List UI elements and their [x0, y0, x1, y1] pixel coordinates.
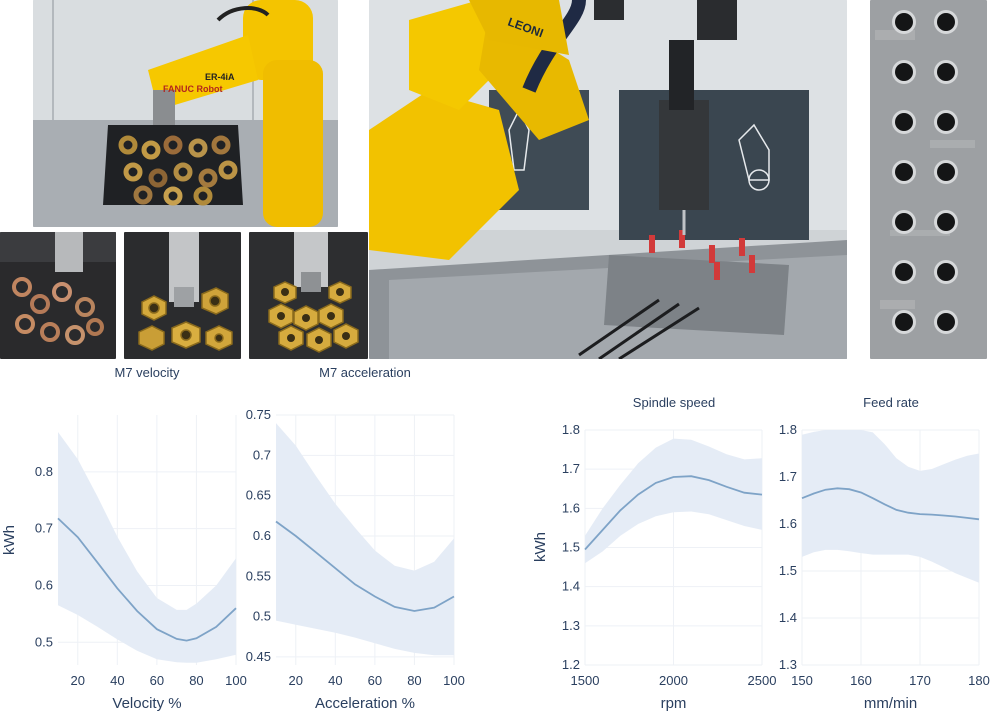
robot-model-text: ER-4iA: [205, 72, 235, 82]
chart-title: Spindle speed: [633, 395, 715, 410]
hole: [895, 113, 913, 131]
hole: [895, 63, 913, 81]
robot-pick-photo-drawing: FANUC Robot ER-4iA: [33, 0, 338, 227]
chart-feed-rate: Feed rate 150 160 170 180 1.3 1.4 1.5 1.6 1.7 1.8 m…: [779, 395, 990, 712]
y-tick-label: 0.7: [35, 521, 53, 536]
x-tick-label: 1500: [571, 673, 600, 688]
y-tick-label: 1.8: [562, 422, 580, 437]
x-tick-label: 20: [289, 673, 303, 688]
y-tick-label: 0.5: [253, 609, 271, 624]
hole: [895, 263, 913, 281]
y-tick-label: 0.7: [253, 447, 271, 462]
drilled-holes: [892, 10, 958, 334]
y-tick-label: 0.65: [246, 488, 271, 503]
x-tick-label: 80: [189, 673, 203, 688]
drilling-cell-drawing: LEONI: [369, 0, 847, 359]
x-tick-label: 170: [909, 673, 931, 688]
x-tick-label: 150: [791, 673, 813, 688]
x-tick-label: 20: [71, 673, 85, 688]
mean-line: [275, 520, 455, 612]
rings-tray-drawing: [0, 232, 116, 359]
x-tick-label: 100: [225, 673, 247, 688]
y-tick-label: 1.7: [779, 469, 797, 484]
brass-rings-tray: [118, 135, 238, 206]
chart-title: Feed rate: [863, 395, 919, 410]
x-axis-label: Acceleration %: [315, 695, 415, 712]
hole: [937, 63, 955, 81]
mean-line: [57, 517, 237, 642]
y-tick-label: 1.5: [779, 563, 797, 578]
charts-area: M7 velocity 20 40 60 80 100 0.5 0.6 0.7 0.8 Veloci…: [1, 365, 990, 712]
confidence-band: [276, 423, 454, 656]
x-tick-label: 2500: [748, 673, 777, 688]
x-tick-label: 60: [368, 673, 382, 688]
y-tick-label: 1.6: [562, 500, 580, 515]
robot-pick-photo: FANUC Robot ER-4iA: [33, 0, 338, 227]
chart-m7-velocity: M7 velocity 20 40 60 80 100 0.5 0.6 0.7 0.8 Veloci…: [1, 365, 247, 712]
confidence-band: [58, 432, 236, 663]
hole: [937, 213, 955, 231]
mean-line: [801, 487, 980, 521]
chart-title: M7 velocity: [114, 365, 180, 380]
x-axis-label: Velocity %: [112, 695, 181, 712]
chart-spindle-speed: Spindle speed 1500 2000 2500 1.2 1.3 1.4 1.5 1.6…: [532, 395, 776, 712]
pick-sequence-photo-1: [0, 232, 116, 359]
y-tick-label: 1.4: [779, 610, 797, 625]
y-tick-label: 0.55: [246, 568, 271, 583]
drilling-cell-photo: LEONI: [369, 0, 847, 359]
y-tick-label: 0.6: [35, 577, 53, 592]
y-tick-label: 1.8: [779, 422, 797, 437]
hole: [895, 13, 913, 31]
y-tick-label: 0.5: [35, 634, 53, 649]
y-tick-label: 0.6: [253, 528, 271, 543]
y-axis-label: kWh: [532, 532, 549, 562]
x-tick-label: 2000: [659, 673, 688, 688]
x-axis-label: rpm: [661, 695, 687, 712]
y-tick-label: 0.45: [246, 649, 271, 664]
y-tick-label: 1.6: [779, 516, 797, 531]
hole: [937, 163, 955, 181]
y-tick-label: 1.5: [562, 540, 580, 555]
x-tick-label: 180: [968, 673, 990, 688]
hole: [937, 113, 955, 131]
x-tick-label: 60: [150, 673, 164, 688]
y-tick-label: 1.3: [562, 618, 580, 633]
y-tick-label: 1.3: [779, 657, 797, 672]
mean-line: [584, 475, 763, 551]
hole: [937, 13, 955, 31]
chart-title: M7 acceleration: [319, 365, 411, 380]
confidence-band: [585, 438, 762, 564]
y-tick-label: 1.7: [562, 461, 580, 476]
hex-nuts-drawing: [249, 232, 368, 359]
fanuc-brand-text: FANUC Robot: [163, 84, 223, 94]
y-tick-label: 1.4: [562, 579, 580, 594]
y-tick-label: 1.2: [562, 657, 580, 672]
hole: [895, 313, 913, 331]
x-tick-label: 160: [850, 673, 872, 688]
hole: [895, 163, 913, 181]
hole: [937, 263, 955, 281]
x-axis-label: mm/min: [864, 695, 917, 712]
hole: [895, 213, 913, 231]
drilled-plate-photo: [870, 0, 987, 359]
x-tick-label: 80: [407, 673, 421, 688]
drilled-plate-drawing: [870, 0, 987, 359]
x-tick-label: 100: [443, 673, 465, 688]
pick-sequence-photo-2: [124, 232, 241, 359]
x-tick-label: 40: [110, 673, 124, 688]
mixed-nuts-drawing: [124, 232, 241, 359]
hole: [937, 313, 955, 331]
x-tick-label: 40: [328, 673, 342, 688]
y-tick-label: 0.75: [246, 407, 271, 422]
y-tick-label: 0.8: [35, 464, 53, 479]
y-axis-label: kWh: [1, 525, 18, 555]
pick-sequence-photo-3: [249, 232, 368, 359]
chart-m7-acceleration: M7 acceleration 20 40 60 80 100 0.45 0.5 0.55 0.6…: [246, 365, 465, 712]
